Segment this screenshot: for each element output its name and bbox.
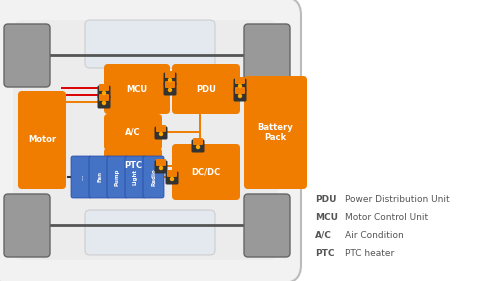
FancyBboxPatch shape	[234, 78, 246, 92]
FancyBboxPatch shape	[167, 170, 177, 177]
Text: PDU: PDU	[196, 85, 216, 94]
Text: Radio: Radio	[151, 168, 156, 186]
FancyBboxPatch shape	[172, 144, 240, 200]
Text: Battery
Pack: Battery Pack	[258, 123, 294, 142]
FancyBboxPatch shape	[166, 171, 178, 185]
Text: Light: Light	[133, 169, 138, 185]
FancyBboxPatch shape	[193, 138, 203, 145]
FancyBboxPatch shape	[85, 20, 215, 68]
Circle shape	[160, 167, 162, 169]
FancyBboxPatch shape	[192, 139, 204, 153]
FancyBboxPatch shape	[85, 210, 215, 255]
Text: PTC heater: PTC heater	[345, 249, 394, 258]
FancyBboxPatch shape	[164, 72, 176, 85]
FancyBboxPatch shape	[244, 194, 290, 257]
Text: Fan: Fan	[97, 171, 102, 182]
FancyBboxPatch shape	[165, 81, 175, 88]
FancyBboxPatch shape	[107, 156, 128, 198]
Text: Motor Control Unit: Motor Control Unit	[345, 213, 428, 222]
FancyBboxPatch shape	[89, 156, 110, 198]
Text: MCU: MCU	[126, 85, 148, 94]
FancyBboxPatch shape	[143, 156, 164, 198]
Text: Pump: Pump	[115, 168, 120, 186]
Circle shape	[102, 101, 106, 105]
FancyBboxPatch shape	[71, 156, 92, 198]
FancyBboxPatch shape	[165, 71, 175, 78]
Text: Air Condition: Air Condition	[345, 231, 404, 240]
Text: A/C: A/C	[125, 128, 141, 137]
Text: DC/DC: DC/DC	[192, 167, 220, 176]
Circle shape	[160, 133, 162, 135]
FancyBboxPatch shape	[125, 156, 146, 198]
FancyBboxPatch shape	[154, 126, 168, 139]
FancyBboxPatch shape	[0, 0, 301, 281]
Text: PTC: PTC	[315, 249, 334, 258]
FancyBboxPatch shape	[154, 160, 168, 173]
FancyBboxPatch shape	[98, 85, 110, 99]
Text: Power Distribution Unit: Power Distribution Unit	[345, 195, 450, 204]
FancyBboxPatch shape	[99, 94, 109, 101]
FancyBboxPatch shape	[235, 77, 245, 84]
Circle shape	[238, 85, 242, 87]
FancyBboxPatch shape	[98, 96, 110, 108]
FancyBboxPatch shape	[104, 148, 162, 184]
Text: PTC: PTC	[124, 162, 142, 171]
FancyBboxPatch shape	[4, 24, 50, 87]
Text: PDU: PDU	[315, 195, 336, 204]
FancyBboxPatch shape	[156, 125, 166, 132]
FancyBboxPatch shape	[104, 114, 162, 150]
FancyBboxPatch shape	[13, 20, 278, 260]
FancyBboxPatch shape	[244, 24, 290, 87]
Text: MCU: MCU	[315, 213, 338, 222]
Circle shape	[168, 78, 172, 81]
Text: Motor: Motor	[28, 135, 56, 144]
Text: A/C: A/C	[315, 231, 332, 240]
FancyBboxPatch shape	[18, 91, 66, 189]
FancyBboxPatch shape	[172, 64, 240, 114]
FancyBboxPatch shape	[234, 89, 246, 101]
FancyBboxPatch shape	[235, 87, 245, 94]
Circle shape	[102, 92, 106, 94]
FancyBboxPatch shape	[156, 159, 166, 166]
FancyBboxPatch shape	[244, 76, 307, 189]
FancyBboxPatch shape	[104, 64, 170, 114]
FancyBboxPatch shape	[99, 84, 109, 91]
FancyBboxPatch shape	[4, 194, 50, 257]
FancyBboxPatch shape	[164, 83, 176, 96]
Circle shape	[170, 178, 173, 180]
Circle shape	[238, 94, 242, 98]
Text: ...: ...	[79, 174, 84, 180]
Circle shape	[196, 146, 200, 148]
Circle shape	[168, 89, 172, 92]
